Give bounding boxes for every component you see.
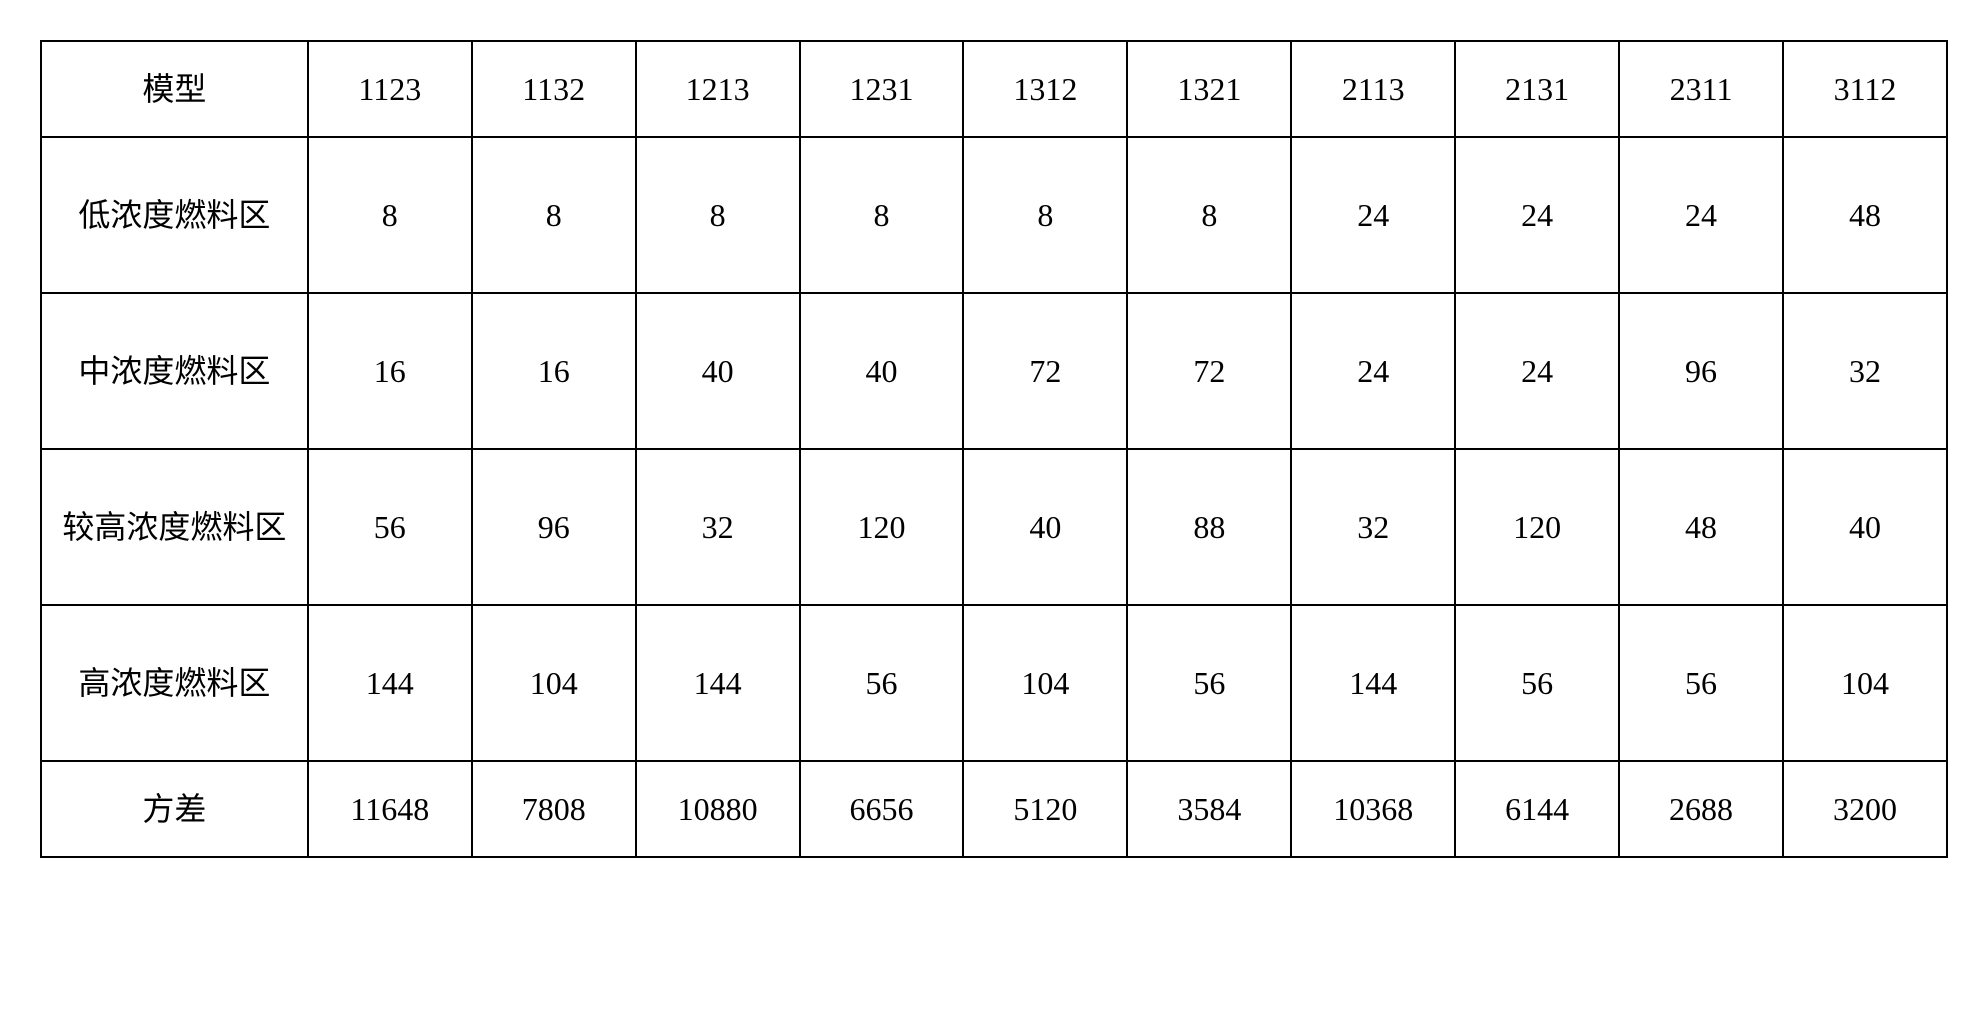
cell: 144 — [308, 605, 472, 761]
cell: 120 — [1455, 449, 1619, 605]
cell: 72 — [1127, 293, 1291, 449]
cell: 56 — [1619, 605, 1783, 761]
cell: 8 — [472, 137, 636, 293]
table-header-row: 模型 1123 1132 1213 1231 1312 1321 2113 21… — [41, 41, 1947, 137]
row-label: 中浓度燃料区 — [41, 293, 308, 449]
cell: 11648 — [308, 761, 472, 857]
column-header: 1132 — [472, 41, 636, 137]
cell: 8 — [308, 137, 472, 293]
cell: 24 — [1291, 293, 1455, 449]
cell: 104 — [472, 605, 636, 761]
cell: 48 — [1619, 449, 1783, 605]
cell: 32 — [1783, 293, 1947, 449]
cell: 40 — [636, 293, 800, 449]
row-label: 低浓度燃料区 — [41, 137, 308, 293]
column-header: 2131 — [1455, 41, 1619, 137]
data-table: 模型 1123 1132 1213 1231 1312 1321 2113 21… — [40, 40, 1948, 858]
cell: 48 — [1783, 137, 1947, 293]
table-row: 中浓度燃料区 16 16 40 40 72 72 24 24 96 32 — [41, 293, 1947, 449]
cell: 40 — [963, 449, 1127, 605]
cell: 56 — [800, 605, 964, 761]
cell: 32 — [1291, 449, 1455, 605]
cell: 24 — [1291, 137, 1455, 293]
column-header: 1231 — [800, 41, 964, 137]
column-header: 2113 — [1291, 41, 1455, 137]
cell: 16 — [472, 293, 636, 449]
column-header: 2311 — [1619, 41, 1783, 137]
cell: 3584 — [1127, 761, 1291, 857]
column-header: 1312 — [963, 41, 1127, 137]
column-header: 1123 — [308, 41, 472, 137]
cell: 56 — [1455, 605, 1619, 761]
row-label: 高浓度燃料区 — [41, 605, 308, 761]
cell: 8 — [1127, 137, 1291, 293]
cell: 8 — [963, 137, 1127, 293]
table-row: 低浓度燃料区 8 8 8 8 8 8 24 24 24 48 — [41, 137, 1947, 293]
header-rowlabel: 模型 — [41, 41, 308, 137]
cell: 7808 — [472, 761, 636, 857]
cell: 144 — [1291, 605, 1455, 761]
cell: 104 — [1783, 605, 1947, 761]
row-label: 方差 — [41, 761, 308, 857]
cell: 8 — [800, 137, 964, 293]
cell: 40 — [800, 293, 964, 449]
cell: 10880 — [636, 761, 800, 857]
cell: 6656 — [800, 761, 964, 857]
column-header: 1321 — [1127, 41, 1291, 137]
cell: 8 — [636, 137, 800, 293]
column-header: 3112 — [1783, 41, 1947, 137]
cell: 88 — [1127, 449, 1291, 605]
cell: 5120 — [963, 761, 1127, 857]
cell: 56 — [1127, 605, 1291, 761]
cell: 24 — [1619, 137, 1783, 293]
cell: 10368 — [1291, 761, 1455, 857]
cell: 96 — [1619, 293, 1783, 449]
cell: 24 — [1455, 137, 1619, 293]
table-row: 高浓度燃料区 144 104 144 56 104 56 144 56 56 1… — [41, 605, 1947, 761]
cell: 6144 — [1455, 761, 1619, 857]
cell: 72 — [963, 293, 1127, 449]
column-header: 1213 — [636, 41, 800, 137]
cell: 56 — [308, 449, 472, 605]
table-row: 方差 11648 7808 10880 6656 5120 3584 10368… — [41, 761, 1947, 857]
cell: 144 — [636, 605, 800, 761]
cell: 24 — [1455, 293, 1619, 449]
cell: 120 — [800, 449, 964, 605]
cell: 3200 — [1783, 761, 1947, 857]
cell: 16 — [308, 293, 472, 449]
cell: 96 — [472, 449, 636, 605]
cell: 40 — [1783, 449, 1947, 605]
cell: 2688 — [1619, 761, 1783, 857]
cell: 104 — [963, 605, 1127, 761]
row-label: 较高浓度燃料区 — [41, 449, 308, 605]
cell: 32 — [636, 449, 800, 605]
table-row: 较高浓度燃料区 56 96 32 120 40 88 32 120 48 40 — [41, 449, 1947, 605]
